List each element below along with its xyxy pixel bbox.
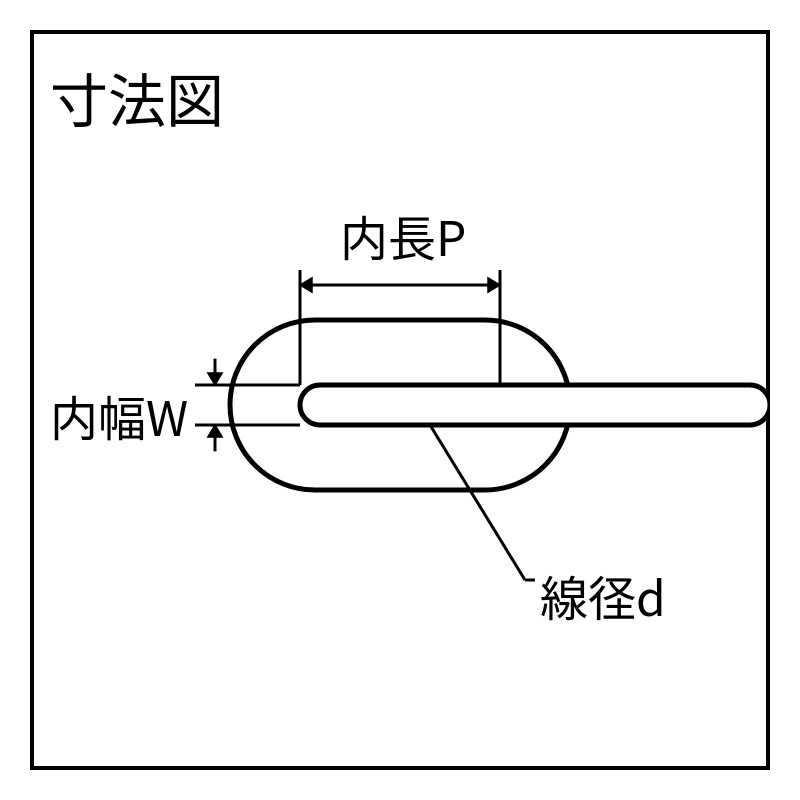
- inner-length-label: 内長P: [340, 200, 466, 270]
- wire-diameter-label: 線径d: [540, 560, 666, 630]
- canvas: 寸法図 内長P 内幅W 線径d: [0, 0, 800, 800]
- title-label: 寸法図: [50, 55, 224, 139]
- inner-link: [300, 385, 770, 425]
- inner-width-label: 内幅W: [50, 380, 188, 450]
